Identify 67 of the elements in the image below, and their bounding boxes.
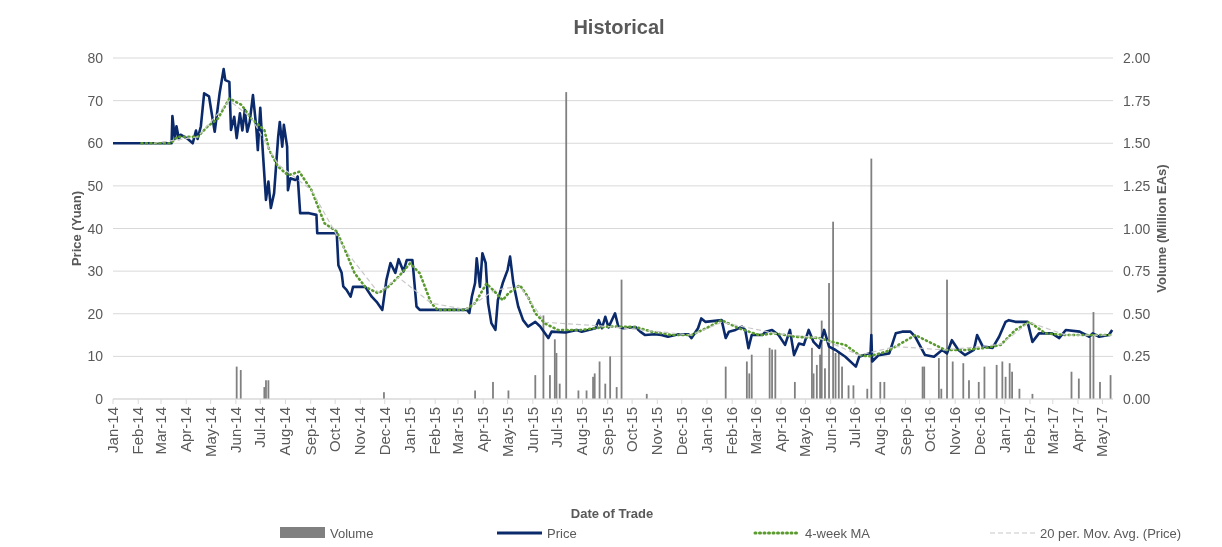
x-tick-label: May-14 (201, 407, 219, 458)
x-axis-title: Date of Trade (570, 506, 654, 521)
legend-label: 4-week MA (805, 526, 871, 541)
x-tick-label: Apr-14 (177, 407, 195, 453)
y2-tick-label: 0.25 (1123, 348, 1151, 365)
x-tick-label: Feb-15 (426, 407, 444, 455)
y2-tick-label: 2.00 (1123, 50, 1151, 66)
y-tick-label: 10 (87, 348, 104, 365)
x-tick-label: May-15 (498, 407, 516, 458)
x-tick-label: Dec-14 (375, 407, 393, 456)
x-tick-label: Jun-14 (226, 407, 244, 453)
x-tick-label: Nov-14 (351, 407, 369, 456)
x-tick-label: Oct-16 (920, 407, 938, 453)
x-tick-label: Aug-16 (871, 407, 889, 456)
x-tick-label: Dec-16 (970, 407, 988, 456)
x-tick-label: May-16 (796, 407, 814, 458)
y2-tick-label: 0.75 (1123, 263, 1151, 280)
x-tick-label: Apr-15 (474, 407, 492, 453)
x-tick-label: Nov-15 (648, 407, 666, 456)
x-tick-label: Nov-16 (946, 407, 964, 456)
x-tick-label: Jun-16 (821, 407, 839, 453)
x-tick-label: Jan-16 (697, 407, 715, 453)
x-tick-label: Mar-17 (1043, 407, 1061, 455)
y-tick-label: 40 (87, 220, 104, 237)
x-tick-label: Jan-14 (104, 407, 121, 453)
x-tick-label: Oct-15 (623, 407, 641, 453)
x-tick-label: Mar-16 (746, 407, 764, 455)
y-tick-label: 70 (87, 92, 104, 109)
legend-label: 20 per. Mov. Avg. (Price) (1040, 526, 1182, 541)
x-tick-label: Sep-14 (301, 407, 319, 456)
x-tick-label: Feb-16 (723, 407, 741, 455)
x-tick-label: Feb-17 (1021, 407, 1039, 455)
x-tick-label: Jul-16 (846, 407, 864, 448)
y-tick-label: 80 (87, 50, 104, 66)
y-tick-label: 60 (87, 135, 104, 152)
chart-title: Historical (573, 16, 665, 38)
y2-tick-label: 1.25 (1123, 177, 1151, 194)
x-tick-label: Jul-14 (251, 407, 269, 448)
y-tick-label: 50 (87, 177, 104, 194)
x-tick-label: Mar-14 (152, 407, 170, 455)
x-tick-label: Sep-16 (896, 407, 914, 456)
y2-tick-label: 1.75 (1123, 92, 1151, 109)
x-tick-label: Aug-15 (573, 407, 591, 456)
y-tick-label: 0 (95, 391, 104, 407)
x-tick-label: Aug-14 (276, 407, 294, 456)
x-tick-label: Apr-16 (772, 407, 790, 453)
x-tick-label: Jan-15 (400, 407, 418, 453)
y2-tick-label: 0.50 (1123, 305, 1151, 322)
y2-tick-label: 1.00 (1123, 220, 1151, 237)
y-tick-label: 20 (87, 305, 104, 322)
x-tick-label: May-17 (1093, 407, 1111, 458)
x-tick-label: Sep-15 (598, 407, 616, 456)
x-tick-label: Jan-17 (995, 407, 1013, 453)
y-tick-label: 30 (87, 263, 104, 280)
x-tick-label: Feb-14 (129, 407, 147, 455)
y2-tick-label: 0.00 (1123, 391, 1151, 407)
x-tick-label: Mar-15 (449, 407, 466, 455)
legend-label: Price (547, 526, 577, 541)
x-tick-label: Oct-14 (326, 407, 344, 453)
y2-axis-title: Volume (Million EAs) (1154, 164, 1169, 293)
x-tick-label: Apr-17 (1069, 407, 1087, 453)
x-tick-label: Jul-15 (548, 407, 566, 448)
x-tick-label: Jun-15 (523, 407, 541, 453)
y2-tick-label: 1.50 (1123, 135, 1151, 152)
x-tick-label: Dec-15 (672, 407, 690, 456)
y-axis-title: Price (Yuan) (69, 190, 84, 267)
legend-label: Volume (330, 526, 374, 541)
